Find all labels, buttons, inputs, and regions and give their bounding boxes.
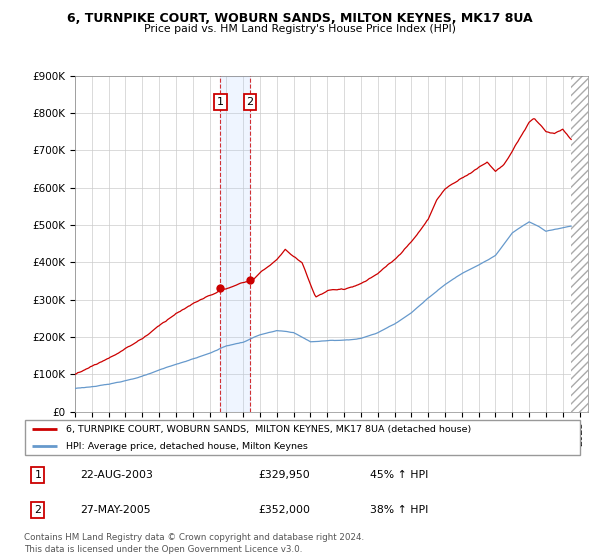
Text: 1: 1 [217, 97, 224, 107]
Text: 6, TURNPIKE COURT, WOBURN SANDS,  MILTON KEYNES, MK17 8UA (detached house): 6, TURNPIKE COURT, WOBURN SANDS, MILTON … [66, 424, 471, 433]
Bar [220, 76, 250, 412]
Bar [571, 76, 588, 412]
Text: £329,950: £329,950 [259, 470, 310, 479]
Text: 1: 1 [35, 470, 41, 479]
Text: 22-AUG-2003: 22-AUG-2003 [80, 470, 152, 479]
Text: 2: 2 [247, 97, 254, 107]
Text: Contains HM Land Registry data © Crown copyright and database right 2024.
This d: Contains HM Land Registry data © Crown c… [24, 533, 364, 554]
Text: 27-MAY-2005: 27-MAY-2005 [80, 505, 151, 515]
FancyBboxPatch shape [25, 421, 580, 455]
Text: HPI: Average price, detached house, Milton Keynes: HPI: Average price, detached house, Milt… [66, 442, 308, 451]
Text: 2: 2 [35, 505, 41, 515]
Text: Price paid vs. HM Land Registry's House Price Index (HPI): Price paid vs. HM Land Registry's House … [144, 24, 456, 34]
Text: 38% ↑ HPI: 38% ↑ HPI [370, 505, 428, 515]
Text: £352,000: £352,000 [259, 505, 310, 515]
Bar [571, 76, 588, 412]
Text: 6, TURNPIKE COURT, WOBURN SANDS, MILTON KEYNES, MK17 8UA: 6, TURNPIKE COURT, WOBURN SANDS, MILTON … [67, 12, 533, 25]
Text: 45% ↑ HPI: 45% ↑ HPI [370, 470, 428, 479]
